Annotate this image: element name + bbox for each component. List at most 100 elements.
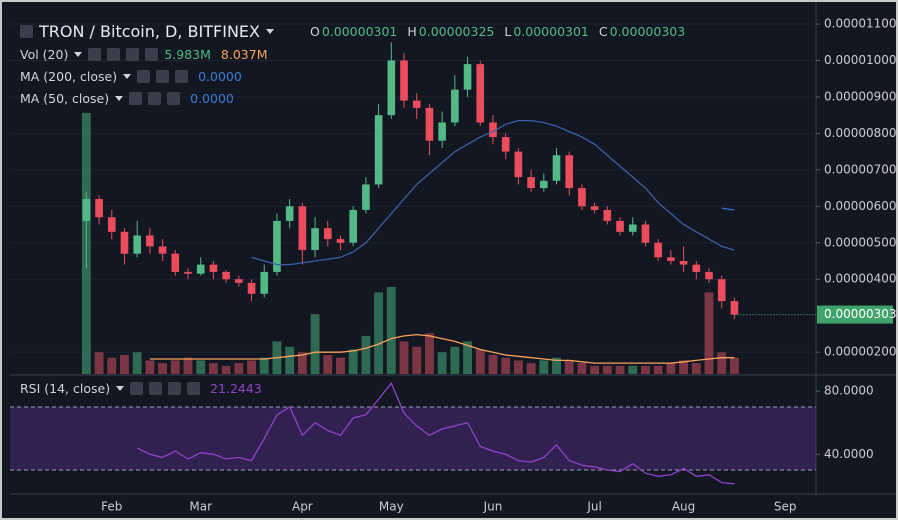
- candle-body: [578, 188, 586, 207]
- y-tick-label: 40.0000: [824, 447, 874, 461]
- candle-body: [298, 206, 307, 251]
- indicator-button[interactable]: [175, 70, 189, 83]
- indicator-button[interactable]: [88, 48, 102, 61]
- volume-bar: [120, 354, 129, 374]
- candle-body: [692, 264, 701, 272]
- moving-average-line: [721, 207, 735, 211]
- volume-bar: [615, 365, 625, 374]
- candle-body: [158, 246, 167, 254]
- candle-body: [730, 301, 739, 315]
- ma200-legend: MA (200, close) 0.0000: [20, 69, 242, 84]
- candle-body: [705, 271, 713, 280]
- x-tick-label: May: [379, 500, 404, 514]
- volume-ma-line: [149, 333, 735, 364]
- candle-body: [501, 137, 510, 152]
- indicator-button[interactable]: [137, 70, 151, 83]
- indicator-button[interactable]: [148, 92, 162, 105]
- x-tick-label: Sep: [774, 500, 797, 514]
- ohlc-value: 0.00000301: [321, 24, 398, 39]
- volume-bar: [729, 357, 739, 374]
- ohlc-value: 0.00000325: [418, 24, 495, 39]
- x-tick-label: Apr: [292, 500, 313, 514]
- indicator-button[interactable]: [126, 48, 140, 61]
- volume-bar: [221, 365, 231, 374]
- ohlc-label: H: [407, 24, 417, 39]
- x-tick-label: Jun: [483, 500, 503, 514]
- volume-bar: [513, 360, 523, 374]
- candle-body: [107, 217, 116, 232]
- volume-bar: [285, 346, 295, 374]
- candle-body: [196, 264, 205, 274]
- candle-body: [565, 155, 574, 189]
- candle-body: [552, 155, 561, 181]
- volume-bar: [666, 363, 676, 374]
- y-tick-label: 0.00001000: [824, 53, 896, 67]
- indicator-name: RSI (14, close): [20, 381, 111, 396]
- candle-body: [82, 199, 91, 221]
- indicator-button[interactable]: [107, 48, 121, 61]
- dropdown[interactable]: [115, 96, 124, 101]
- candle-body: [171, 253, 180, 272]
- dropdown[interactable]: [116, 386, 125, 391]
- indicator-value: 21.2443: [210, 381, 262, 396]
- candle-body: [146, 235, 154, 247]
- dropdown[interactable]: [265, 29, 274, 34]
- candle-body: [425, 107, 434, 141]
- volume-bar: [704, 292, 714, 374]
- volume-bar: [94, 352, 104, 374]
- volume-bar: [399, 341, 409, 374]
- indicator-button[interactable]: [187, 382, 201, 395]
- title-row: TRON / Bitcoin, D, BITFINEX O 0.00000301 H…: [20, 22, 685, 41]
- symbol-icon[interactable]: [20, 25, 33, 38]
- candle-body: [387, 60, 396, 116]
- y-tick-label: 0.00000400: [824, 272, 896, 286]
- candle-body: [463, 64, 472, 90]
- candle-body: [285, 206, 294, 221]
- last-price-tag: [817, 305, 893, 324]
- volume-bar: [386, 286, 396, 374]
- candle-body: [527, 177, 535, 189]
- volume-bar: [259, 357, 269, 374]
- volume-bar: [653, 365, 663, 374]
- indicator-value: 8.037M: [220, 47, 268, 62]
- candle-body: [374, 115, 383, 185]
- volume-bar: [336, 357, 345, 374]
- dropdown[interactable]: [123, 74, 132, 79]
- candle-body: [362, 184, 370, 210]
- volume-bar: [488, 354, 498, 374]
- volume-bar: [297, 352, 307, 374]
- y-tick-label: 0.00000900: [824, 89, 896, 103]
- volume-bar: [590, 365, 600, 374]
- dropdown[interactable]: [74, 52, 83, 57]
- candle-body: [412, 100, 421, 108]
- ohlc-label: O: [309, 24, 320, 39]
- volume-bar: [679, 360, 689, 374]
- last-price-label: 0.00000303: [824, 307, 896, 321]
- candle-body: [133, 235, 141, 254]
- indicator-button[interactable]: [156, 70, 170, 83]
- indicator-name: MA (50, close): [20, 91, 110, 106]
- y-tick-label: 0.00000600: [824, 199, 896, 213]
- candle-body: [311, 228, 319, 251]
- candle-body: [120, 231, 129, 254]
- candle-body: [590, 206, 599, 210]
- indicator-button[interactable]: [129, 92, 143, 105]
- volume-bar: [424, 333, 434, 374]
- candle-body: [349, 209, 358, 243]
- indicator-button[interactable]: [167, 92, 181, 105]
- volume-bar: [196, 360, 206, 374]
- candle-body: [603, 209, 612, 221]
- volume-bar: [526, 363, 536, 374]
- indicator-button[interactable]: [130, 382, 144, 395]
- indicator-values: 5.983M 8.037M: [164, 47, 267, 62]
- indicator-button[interactable]: [149, 382, 163, 395]
- y-tick-label: 0.00000500: [824, 235, 896, 249]
- candle-body: [273, 220, 281, 272]
- candle-body: [616, 220, 624, 232]
- ohlc-value: 0.00000301: [513, 24, 589, 39]
- volume-bar: [107, 357, 117, 374]
- indicator-button[interactable]: [145, 48, 159, 61]
- volume-bar: [183, 357, 193, 374]
- indicator-button[interactable]: [168, 382, 182, 395]
